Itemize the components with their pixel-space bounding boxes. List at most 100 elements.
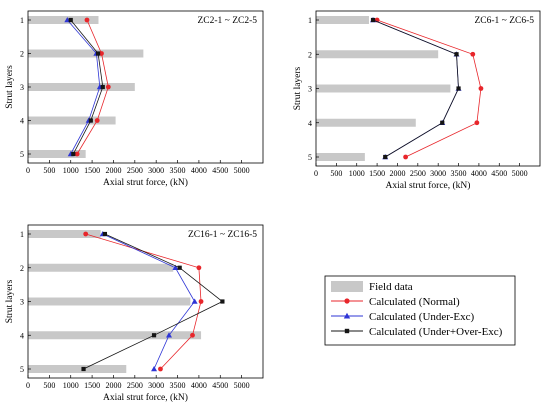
panel-title: ZC16-1 ~ ZC16-5 — [188, 230, 257, 240]
point-under-over-exc — [68, 17, 73, 23]
point-under-exc — [172, 264, 179, 271]
point-normal — [196, 265, 202, 271]
x-tick-label: 2500 — [127, 166, 143, 175]
x-tick-label: 1500 — [369, 169, 385, 178]
point-normal — [105, 84, 111, 90]
x-tick-label: 2000 — [105, 381, 121, 390]
field-bar — [28, 297, 191, 306]
y-tick-label: 4 — [20, 117, 24, 126]
field-bar — [28, 49, 144, 58]
x-axis-title: Axial strut force, (kN) — [103, 177, 188, 188]
legend-label-under-over-exc: Calculated (Under+Over-Exc) — [369, 326, 503, 338]
point-under-over-exc — [383, 154, 388, 160]
point-under-over-exc — [370, 17, 376, 23]
point-normal — [198, 299, 204, 304]
x-tick-label: 1000 — [63, 166, 79, 175]
x-tick-label: 500 — [43, 166, 55, 175]
field-bar — [316, 84, 451, 93]
y-axis-title: Strut layers — [293, 66, 303, 110]
x-tick-label: 3500 — [170, 166, 186, 175]
y-tick-label: 1 — [308, 16, 312, 25]
point-under-over-exc — [456, 86, 461, 91]
y-tick-label: 5 — [20, 365, 24, 374]
point-normal — [94, 118, 100, 123]
x-tick-label: 1000 — [63, 381, 79, 390]
point-normal — [99, 51, 104, 56]
y-tick-label: 3 — [20, 83, 24, 92]
point-under-over-exc — [81, 366, 86, 372]
x-tick-label: 4500 — [491, 169, 507, 178]
field-bar — [28, 230, 101, 238]
x-tick-label: 5000 — [234, 381, 250, 390]
y-tick-label: 3 — [20, 298, 24, 307]
point-under-exc — [191, 298, 198, 304]
x-tick-label: 1500 — [84, 166, 100, 175]
y-axis-title: Strut layers — [5, 65, 15, 109]
x-axis-title: Axial strut force, (kN) — [386, 180, 471, 191]
y-tick-label: 1 — [20, 16, 24, 25]
field-bar — [316, 153, 365, 161]
x-tick-label: 4000 — [471, 169, 487, 178]
x-tick-label: 3000 — [148, 381, 164, 390]
field-bar — [28, 116, 116, 125]
point-normal — [84, 17, 90, 23]
y-tick-label: 4 — [20, 331, 24, 340]
point-under-over-exc — [88, 118, 93, 123]
legend-label-normal: Calculated (Normal) — [369, 296, 460, 308]
field-bar — [28, 331, 202, 340]
chart-panel-zc6: 0 500 1000 1500 2000 2500 3000 3500 4000 4500 5000… — [293, 10, 541, 191]
legend-marker-under-over-exc — [344, 328, 350, 334]
point-under-over-exc — [100, 84, 105, 90]
y-tick-label: 1 — [20, 230, 24, 239]
y-axis-title: Strut layers — [5, 279, 15, 323]
x-tick-label: 2000 — [105, 166, 121, 175]
field-bar — [28, 150, 86, 158]
x-tick-label: 3000 — [148, 166, 164, 175]
x-tick-label: 3000 — [430, 169, 446, 178]
legend-marker-under-exc — [343, 312, 351, 319]
point-under-exc — [166, 332, 172, 338]
y-tick-label: 4 — [308, 119, 312, 128]
legend: Field data Calculated (Normal) Calculate… — [324, 275, 516, 346]
point-normal — [403, 154, 408, 160]
panel-title: ZC2-1 ~ ZC2-5 — [198, 16, 258, 26]
field-bar — [28, 263, 174, 272]
point-normal — [478, 86, 484, 91]
legend-label-field: Field data — [369, 281, 413, 293]
x-tick-label: 3500 — [170, 381, 186, 390]
x-tick-label: 4000 — [191, 166, 207, 175]
chart-panel-zc16: 0 500 1000 1500 2000 2500 3000 3500 4000 4500 5000… — [5, 224, 264, 403]
point-under-over-exc — [440, 120, 445, 125]
point-under-over-exc — [177, 265, 182, 270]
x-tick-label: 500 — [43, 381, 55, 390]
point-under-over-exc — [102, 231, 108, 237]
x-tick-label: 4500 — [212, 166, 228, 175]
legend-label-under-exc: Calculated (Under-Exc) — [369, 311, 474, 323]
point-under-over-exc — [454, 52, 459, 57]
point-under-over-exc — [95, 51, 101, 56]
x-tick-label: 5000 — [512, 169, 528, 178]
x-tick-label: 2500 — [410, 169, 426, 178]
x-tick-label: 500 — [330, 169, 342, 178]
x-tick-label: 1000 — [349, 169, 365, 178]
point-normal — [158, 366, 163, 372]
x-tick-label: 3500 — [451, 169, 467, 178]
point-normal — [474, 120, 480, 126]
x-tick-label: 5000 — [234, 166, 250, 175]
x-tick-label: 0 — [26, 381, 30, 390]
x-tick-label: 4000 — [191, 381, 207, 390]
x-tick-label: 2000 — [389, 169, 405, 178]
point-normal — [74, 151, 80, 157]
x-tick-label: 2500 — [127, 381, 143, 390]
y-tick-label: 5 — [20, 150, 24, 159]
y-tick-label: 2 — [20, 264, 24, 273]
field-bar — [28, 83, 135, 91]
legend-swatch-field — [331, 281, 363, 292]
y-tick-label: 2 — [20, 50, 24, 59]
point-normal — [83, 231, 89, 237]
x-axis-title: Axial strut force, (kN) — [103, 392, 188, 403]
legend-marker-normal — [344, 298, 350, 304]
point-normal — [190, 332, 195, 338]
point-under-over-exc — [71, 151, 76, 157]
